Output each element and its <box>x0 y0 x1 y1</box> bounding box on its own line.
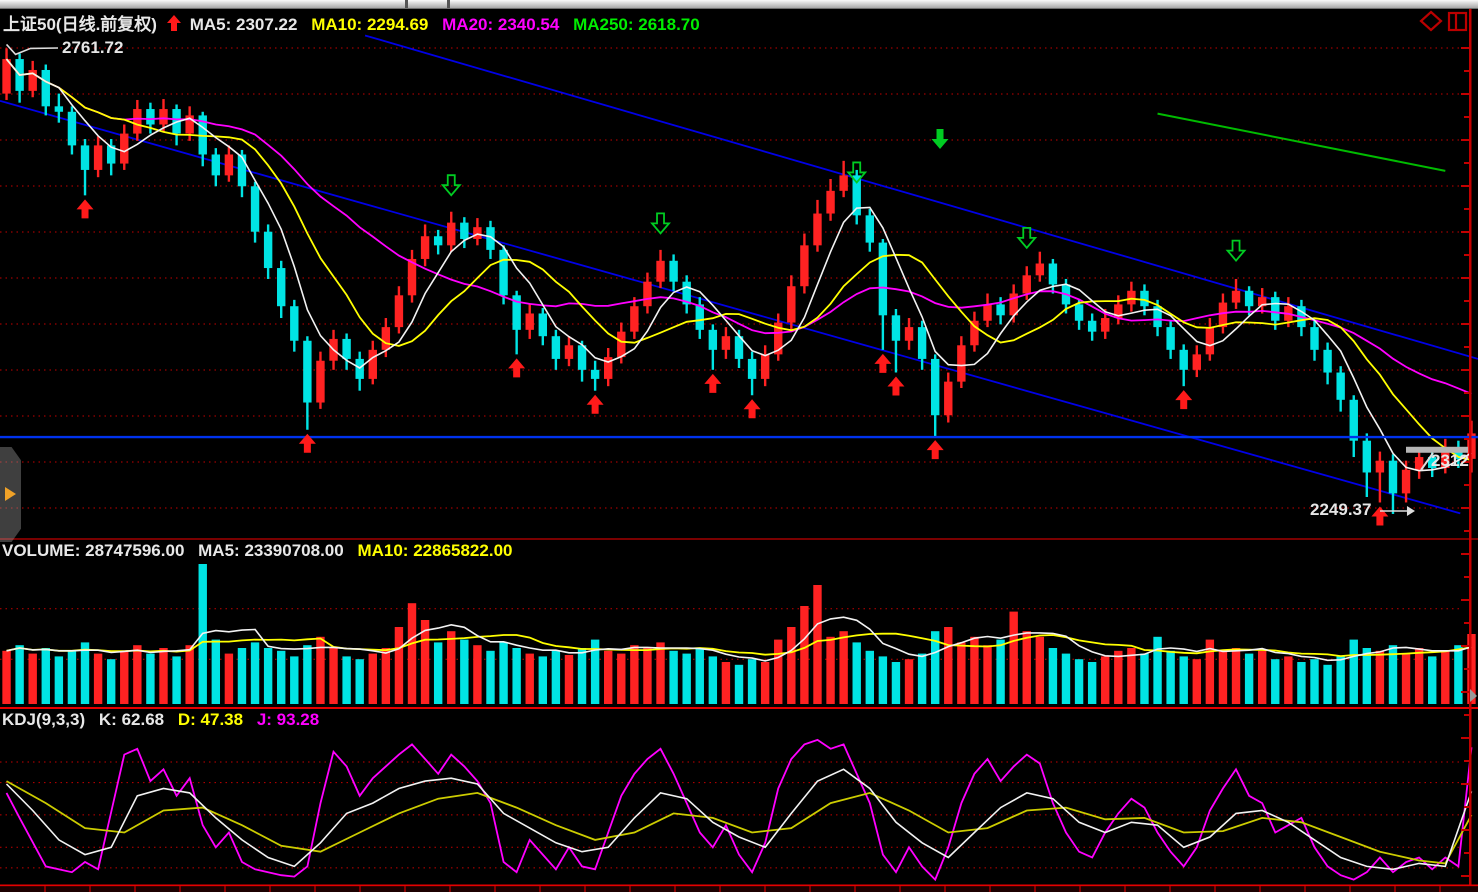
topbar-separator <box>405 0 408 8</box>
axis-layer <box>0 9 1478 892</box>
kdj-k-line <box>5 768 1473 871</box>
buy-arrow-icon <box>586 394 604 414</box>
sell-arrow-icon <box>1016 226 1038 250</box>
signal-arrow-layer <box>76 129 1389 526</box>
volume-panel-header: VOLUME: 28747596.00 MA5: 23390708.00 MA1… <box>2 541 521 561</box>
kdj-j-readout: J: 93.28 <box>256 710 320 729</box>
sell-arrow-icon <box>846 161 868 184</box>
buy-arrow-icon <box>1175 390 1193 410</box>
price-label-high: 2761.72 <box>62 38 124 57</box>
volume-readout: VOLUME: 28747596.00 <box>2 541 185 560</box>
buy-arrow-icon <box>1371 506 1389 526</box>
kdj-d-line <box>6 780 1473 865</box>
ma250-readout: MA250: 2618.70 <box>573 15 700 34</box>
sell-arrow-icon <box>1225 239 1247 262</box>
sell-arrow-icon <box>440 174 462 197</box>
buy-arrow-icon <box>298 433 316 453</box>
trendline-layer <box>0 34 1478 515</box>
volume-ma10-line <box>6 632 1472 658</box>
window-top-bar <box>0 0 1478 9</box>
price-label-low: 2249.37 <box>1310 500 1372 519</box>
diamond-icon[interactable] <box>1419 10 1443 32</box>
instrument-title: 上证50(日线.前复权) <box>3 15 157 34</box>
grid-layer <box>0 47 1463 869</box>
buy-arrow-icon <box>704 373 722 393</box>
ma10-readout: MA10: 2294.69 <box>311 15 429 34</box>
kdj-j-line <box>5 738 1473 882</box>
kdj-k-readout: K: 62.68 <box>98 710 165 729</box>
buy-arrow-icon <box>926 440 944 460</box>
expand-arrow-icon <box>5 487 16 501</box>
buy-arrow-icon <box>508 358 526 378</box>
buy-arrow-icon <box>874 353 892 373</box>
kdj-title: KDJ(9,3,3) <box>2 710 86 729</box>
sell-arrow-solid-icon <box>931 129 949 150</box>
window-controls <box>1419 10 1468 32</box>
ma20-readout: MA20: 2340.54 <box>442 15 560 34</box>
buy-arrow-icon <box>743 399 761 419</box>
ma250-layer <box>1157 112 1446 172</box>
volume-ma10-readout: MA10: 22865822.00 <box>357 541 513 560</box>
ma250-line <box>1157 112 1446 172</box>
buy-arrow-icon <box>887 376 905 396</box>
buy-signal-arrow-icon <box>166 15 181 36</box>
kdj-panel-header: KDJ(9,3,3) K: 62.68 D: 47.38 J: 93.28 <box>2 710 328 730</box>
topbar-separator <box>447 0 450 8</box>
last-price-marker <box>1406 446 1468 453</box>
volume-layer <box>2 564 1476 704</box>
ma20-line <box>5 58 1472 395</box>
volume-ma5-line <box>6 616 1472 662</box>
split-window-icon[interactable] <box>1447 11 1468 32</box>
volume-ma5-readout: MA5: 23390708.00 <box>198 541 344 560</box>
ma5-readout: MA5: 2307.22 <box>189 15 298 34</box>
kdj-layer <box>5 738 1473 882</box>
ma10-line <box>5 58 1472 462</box>
panel-expand-handle[interactable] <box>0 447 21 542</box>
scroll-marker-icon <box>1470 689 1477 702</box>
ma-layer <box>5 58 1472 472</box>
candlestick-layer <box>2 48 1476 514</box>
main-chart-header: 上证50(日线.前复权) MA5: 2307.22 MA10: 2294.69 … <box>3 10 709 36</box>
sell-arrow-icon <box>650 212 671 235</box>
high-label-pointer <box>5 43 59 56</box>
kdj-d-readout: D: 47.38 <box>177 710 244 729</box>
annotation-layer <box>5 43 1468 516</box>
price-label-last: 2312 <box>1431 451 1469 470</box>
buy-arrow-icon <box>76 199 94 219</box>
ma5-line <box>5 58 1472 472</box>
